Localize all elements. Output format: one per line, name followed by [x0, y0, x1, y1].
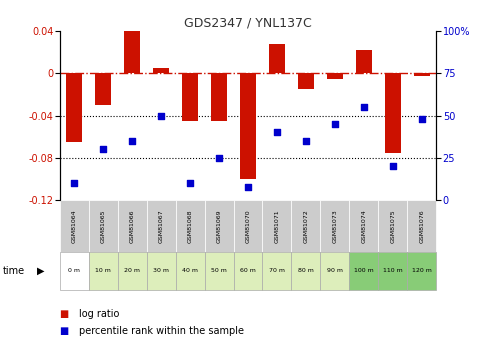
Bar — [182, 73, 198, 121]
Bar — [262, 252, 292, 290]
Bar — [292, 252, 320, 290]
Bar — [88, 200, 118, 252]
Bar — [356, 50, 372, 73]
Bar — [414, 73, 430, 77]
Bar — [269, 44, 285, 73]
Bar — [234, 252, 262, 290]
Text: 40 m: 40 m — [182, 268, 198, 273]
Bar — [60, 252, 88, 290]
Bar — [118, 252, 146, 290]
Point — [302, 138, 310, 144]
Bar — [350, 252, 378, 290]
Text: 80 m: 80 m — [298, 268, 314, 273]
Point — [418, 116, 426, 122]
Text: GSM81073: GSM81073 — [332, 209, 337, 243]
Text: ■: ■ — [60, 326, 69, 336]
Point — [389, 164, 397, 169]
Text: time: time — [2, 266, 25, 276]
Text: 20 m: 20 m — [124, 268, 140, 273]
Text: GSM81065: GSM81065 — [101, 209, 106, 243]
Point — [331, 121, 339, 127]
Text: 90 m: 90 m — [327, 268, 343, 273]
Text: 50 m: 50 m — [211, 268, 227, 273]
Bar — [60, 200, 88, 252]
Point — [128, 138, 136, 144]
Bar — [124, 31, 140, 73]
Bar — [262, 200, 292, 252]
Point — [70, 180, 78, 186]
Bar — [176, 252, 204, 290]
Bar — [88, 252, 118, 290]
Text: 10 m: 10 m — [95, 268, 111, 273]
Text: 70 m: 70 m — [269, 268, 285, 273]
Bar — [118, 200, 146, 252]
Text: ■: ■ — [60, 309, 69, 319]
Text: GSM81064: GSM81064 — [71, 209, 76, 243]
Bar — [240, 73, 256, 179]
Text: GSM81069: GSM81069 — [216, 209, 222, 243]
Bar — [378, 252, 408, 290]
Point — [244, 184, 252, 189]
Text: 60 m: 60 m — [240, 268, 256, 273]
Text: GSM81070: GSM81070 — [246, 209, 250, 243]
Text: 110 m: 110 m — [383, 268, 403, 273]
Bar — [211, 73, 227, 121]
Text: GSM81066: GSM81066 — [129, 209, 134, 243]
Bar — [204, 200, 234, 252]
Bar — [153, 68, 169, 73]
Bar — [320, 200, 350, 252]
Bar — [385, 73, 401, 152]
Bar — [146, 200, 176, 252]
Text: 120 m: 120 m — [412, 268, 432, 273]
Point — [99, 147, 107, 152]
Title: GDS2347 / YNL137C: GDS2347 / YNL137C — [184, 17, 312, 30]
Bar — [350, 200, 378, 252]
Bar — [95, 73, 111, 105]
Text: log ratio: log ratio — [79, 309, 120, 319]
Text: 100 m: 100 m — [354, 268, 374, 273]
Point — [186, 180, 194, 186]
Point — [273, 130, 281, 135]
Bar — [378, 200, 408, 252]
Bar — [234, 200, 262, 252]
Point — [360, 104, 368, 110]
Text: GSM81075: GSM81075 — [390, 209, 395, 243]
Point — [215, 155, 223, 160]
Bar — [292, 200, 320, 252]
Text: GSM81071: GSM81071 — [274, 209, 280, 243]
Bar — [320, 252, 350, 290]
Bar — [66, 73, 82, 142]
Text: 0 m: 0 m — [68, 268, 80, 273]
Text: GSM81068: GSM81068 — [187, 209, 192, 243]
Text: percentile rank within the sample: percentile rank within the sample — [79, 326, 245, 336]
Text: GSM81072: GSM81072 — [304, 209, 309, 243]
Bar — [204, 252, 234, 290]
Bar — [408, 252, 436, 290]
Bar — [176, 200, 204, 252]
Text: ▶: ▶ — [37, 266, 45, 276]
Bar — [298, 73, 314, 89]
Text: GSM81074: GSM81074 — [362, 209, 367, 243]
Text: GSM81067: GSM81067 — [159, 209, 164, 243]
Bar — [327, 73, 343, 79]
Text: 30 m: 30 m — [153, 268, 169, 273]
Text: GSM81076: GSM81076 — [420, 209, 425, 243]
Bar — [408, 200, 436, 252]
Point — [157, 113, 165, 118]
Bar — [146, 252, 176, 290]
